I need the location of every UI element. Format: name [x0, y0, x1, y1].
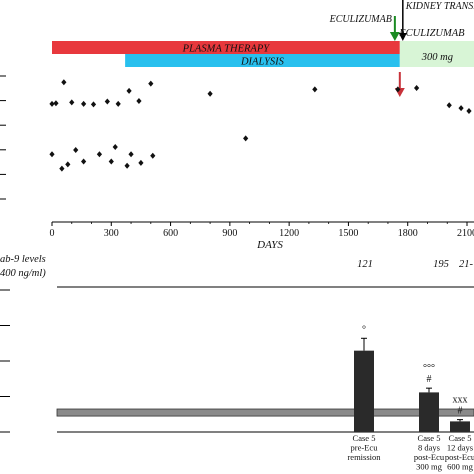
data-point — [124, 162, 130, 169]
y-axis-title: ab-9 levels — [0, 254, 46, 265]
x-axis-title: DAYS — [256, 239, 283, 251]
treatment-bar — [125, 54, 400, 67]
data-point — [59, 165, 65, 172]
bar — [354, 350, 374, 432]
annotation-label: ECULIZUMAB — [329, 14, 392, 25]
x-tick-label: 600 — [163, 228, 178, 239]
data-point — [207, 90, 213, 97]
x-tick-label: 300 — [104, 228, 119, 239]
data-point — [138, 159, 144, 166]
significance-marker: xxx — [453, 395, 468, 406]
data-point — [61, 79, 67, 86]
data-point — [458, 105, 464, 112]
significance-marker: ° — [362, 324, 366, 335]
data-point — [81, 100, 87, 107]
column-top-label: 121 — [357, 259, 373, 270]
data-point — [446, 102, 452, 109]
treatment-bar — [52, 41, 400, 54]
category-label: 8 days — [418, 443, 440, 453]
data-point — [49, 151, 55, 158]
data-point — [243, 135, 249, 142]
data-point — [112, 144, 118, 151]
x-tick-label: 1800 — [398, 228, 418, 239]
significance-marker: °°° — [423, 363, 435, 374]
treatment-bar-label: PLASMA THERAPY — [182, 44, 271, 55]
annotation-arrow-head — [389, 32, 400, 41]
data-point — [150, 152, 156, 159]
data-point — [115, 100, 121, 107]
data-point — [136, 97, 142, 104]
annotation-arrow-head — [398, 33, 407, 41]
column-top-label: 21- — [459, 259, 474, 270]
data-point — [69, 99, 75, 106]
category-label: remission — [347, 452, 381, 462]
data-point — [126, 87, 132, 94]
category-label: 300 mg — [416, 462, 442, 472]
data-point — [81, 158, 87, 165]
significance-marker: # — [427, 374, 432, 385]
data-point — [148, 80, 154, 87]
data-point — [395, 86, 401, 93]
category-label: 12 days — [447, 443, 473, 453]
x-tick-label: 900 — [222, 228, 237, 239]
treatment-bar-label: 300 mg — [421, 52, 453, 63]
annotation-label: ECULIZUMAB — [398, 28, 465, 39]
category-label: Case 5 — [353, 433, 376, 443]
data-point — [53, 100, 59, 107]
x-tick-label: 1500 — [338, 228, 358, 239]
column-top-label: 195 — [433, 259, 449, 270]
x-tick-label: 2100 — [457, 228, 474, 239]
reference-band — [56, 408, 474, 417]
significance-marker: # — [458, 406, 463, 417]
annotation-label: KIDNEY TRANSPLANT — [405, 1, 474, 12]
data-point — [104, 98, 110, 105]
y-axis-title: 400 ng/ml) — [0, 268, 46, 279]
bar — [450, 421, 470, 432]
treatment-bar — [399, 41, 474, 67]
data-point — [466, 108, 472, 115]
x-tick-label: 1200 — [279, 228, 299, 239]
data-point — [65, 161, 71, 168]
treatment-bar-label: DIALYSIS — [240, 57, 285, 68]
bar — [419, 392, 439, 432]
data-point — [73, 146, 79, 153]
data-point — [128, 151, 134, 158]
data-point — [312, 86, 318, 93]
data-point — [96, 151, 103, 158]
category-label: Case 5 — [418, 433, 441, 443]
data-point — [414, 84, 420, 91]
data-point — [108, 158, 114, 165]
category-label: pre-Ecu — [351, 443, 379, 453]
data-point — [49, 100, 55, 107]
category-label: 600 mg — [447, 462, 473, 472]
category-label: post-Ecu — [445, 452, 474, 462]
top-timeline-chart: PLASMA THERAPY DIALYSIS 300 mg ECULIZUMAB KI… — [0, 0, 474, 251]
category-label: Case 5 — [449, 433, 472, 443]
category-label: post-Ecu — [414, 452, 445, 462]
data-point — [90, 101, 97, 108]
x-tick-label: 0 — [50, 228, 55, 239]
